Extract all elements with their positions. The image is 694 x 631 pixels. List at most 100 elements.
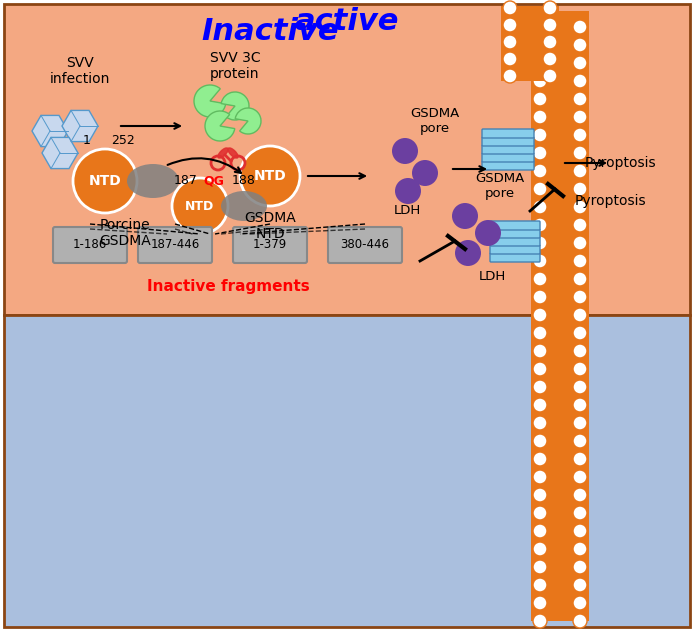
Circle shape — [573, 560, 587, 574]
Circle shape — [533, 218, 547, 232]
Text: LDH: LDH — [478, 269, 506, 283]
Text: Pyroptosis: Pyroptosis — [584, 156, 656, 170]
Text: 187: 187 — [174, 175, 198, 187]
Text: NTD: NTD — [185, 199, 214, 213]
Text: 252: 252 — [111, 134, 135, 148]
Circle shape — [533, 362, 547, 376]
Text: LDH: LDH — [393, 204, 421, 218]
Polygon shape — [62, 110, 98, 141]
Text: 187-446: 187-446 — [151, 239, 200, 252]
Circle shape — [573, 488, 587, 502]
Circle shape — [412, 160, 438, 186]
Circle shape — [533, 596, 547, 610]
Circle shape — [573, 92, 587, 106]
Circle shape — [543, 52, 557, 66]
FancyBboxPatch shape — [138, 227, 212, 263]
Circle shape — [533, 290, 547, 304]
Circle shape — [573, 308, 587, 322]
Circle shape — [573, 128, 587, 142]
FancyBboxPatch shape — [490, 229, 540, 238]
Circle shape — [573, 542, 587, 556]
Wedge shape — [221, 92, 249, 120]
FancyBboxPatch shape — [482, 129, 534, 138]
Circle shape — [533, 236, 547, 250]
FancyBboxPatch shape — [328, 227, 402, 263]
Circle shape — [533, 506, 547, 520]
Circle shape — [543, 18, 557, 32]
Circle shape — [573, 578, 587, 592]
Circle shape — [533, 542, 547, 556]
Circle shape — [533, 146, 547, 160]
Circle shape — [503, 1, 517, 15]
Circle shape — [573, 434, 587, 448]
Circle shape — [573, 200, 587, 214]
FancyBboxPatch shape — [531, 11, 589, 621]
Circle shape — [533, 38, 547, 52]
Ellipse shape — [218, 148, 228, 158]
Wedge shape — [194, 85, 226, 117]
Text: active: active — [295, 6, 399, 35]
FancyBboxPatch shape — [482, 153, 534, 162]
Polygon shape — [42, 138, 78, 168]
Text: 1: 1 — [83, 134, 91, 148]
Text: GSDMA
pore: GSDMA pore — [475, 172, 525, 200]
Circle shape — [533, 614, 547, 628]
Circle shape — [395, 178, 421, 204]
Circle shape — [573, 20, 587, 34]
FancyBboxPatch shape — [4, 315, 690, 627]
FancyBboxPatch shape — [53, 227, 127, 263]
Circle shape — [533, 128, 547, 142]
Circle shape — [533, 470, 547, 484]
Circle shape — [573, 74, 587, 88]
Circle shape — [533, 92, 547, 106]
Text: Pyroptosis: Pyroptosis — [574, 194, 646, 208]
Circle shape — [573, 254, 587, 268]
Circle shape — [573, 614, 587, 628]
Circle shape — [533, 560, 547, 574]
FancyBboxPatch shape — [490, 221, 540, 230]
Circle shape — [455, 240, 481, 266]
Circle shape — [573, 218, 587, 232]
Circle shape — [573, 398, 587, 412]
FancyBboxPatch shape — [482, 137, 534, 146]
Text: GSDMA
NTD: GSDMA NTD — [244, 211, 296, 241]
FancyBboxPatch shape — [233, 227, 307, 263]
Circle shape — [573, 596, 587, 610]
Circle shape — [452, 203, 478, 229]
Circle shape — [533, 200, 547, 214]
Circle shape — [573, 506, 587, 520]
Circle shape — [573, 344, 587, 358]
Circle shape — [172, 178, 228, 234]
Circle shape — [573, 290, 587, 304]
Circle shape — [533, 578, 547, 592]
Circle shape — [543, 35, 557, 49]
Circle shape — [573, 416, 587, 430]
Text: NTD: NTD — [89, 174, 121, 188]
Circle shape — [543, 69, 557, 83]
Text: Porcine
GSDMA: Porcine GSDMA — [99, 218, 151, 248]
Circle shape — [533, 182, 547, 196]
Circle shape — [573, 326, 587, 340]
Text: 380-446: 380-446 — [341, 239, 389, 252]
Circle shape — [573, 452, 587, 466]
Circle shape — [503, 18, 517, 32]
Circle shape — [533, 380, 547, 394]
FancyBboxPatch shape — [482, 161, 534, 170]
Circle shape — [533, 56, 547, 70]
Circle shape — [503, 52, 517, 66]
FancyBboxPatch shape — [490, 237, 540, 246]
FancyBboxPatch shape — [490, 253, 540, 262]
Text: NTD: NTD — [253, 169, 287, 183]
Circle shape — [573, 524, 587, 538]
Text: GSDMA
pore: GSDMA pore — [410, 107, 459, 135]
Circle shape — [533, 74, 547, 88]
FancyBboxPatch shape — [482, 145, 534, 154]
Circle shape — [533, 164, 547, 178]
Circle shape — [533, 308, 547, 322]
Circle shape — [543, 1, 557, 15]
Circle shape — [533, 416, 547, 430]
Circle shape — [533, 524, 547, 538]
Circle shape — [73, 149, 137, 213]
Circle shape — [573, 110, 587, 124]
Circle shape — [533, 272, 547, 286]
